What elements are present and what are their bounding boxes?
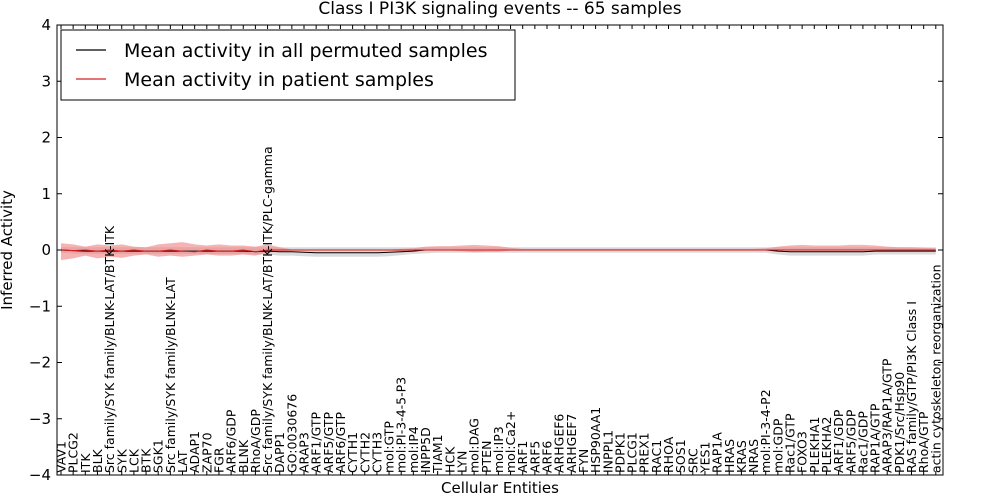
y-tick-label: 3 [41, 72, 51, 90]
x-entity-label: ARF1/GTP [309, 412, 324, 473]
x-entity-label: mol:PI-3-4-5-P3 [394, 377, 409, 473]
x-entity-label: Src family/SYK family/BLNK-LAT [163, 277, 178, 473]
x-entity-label: ARF1/GDP [831, 409, 846, 473]
x-entity-label: ARF5/GDP [843, 409, 858, 473]
x-entity-label: mol:PI-3-4-P2 [758, 389, 773, 473]
x-entity-label: ARF6/GTP [333, 412, 348, 473]
x-entity-label: PLEKHA2 [819, 416, 834, 473]
y-tick-label: 1 [41, 185, 51, 203]
x-entity-label: RhoA/GDP [248, 409, 263, 473]
x-entity-label: DAPP1 [272, 432, 287, 473]
x-entity-label: INPPL1 [600, 430, 615, 473]
x-entity-label: Rac1/GTP [783, 413, 798, 473]
x-entity-label: SRC [685, 448, 700, 473]
x-entity-label: ARF5 [527, 441, 542, 473]
y-tick-label: 0 [41, 241, 51, 259]
x-axis-label: Cellular Entities [441, 479, 559, 497]
x-entity-label: GO:0030676 [284, 394, 299, 473]
x-entity-label: Src family/SYK family/BLNK-LAT/BTK-ITK [102, 225, 117, 473]
x-entity-label: mol:IP4 [406, 426, 421, 473]
x-entity-label: RhoA/GTP [916, 411, 931, 473]
x-entity-label: CYTH2 [357, 432, 372, 473]
x-entity-label: SYK [114, 448, 129, 473]
x-entity-label: mol:Ca2+ [503, 411, 518, 473]
x-entity-label: ARF5/GTP [321, 412, 336, 473]
x-entity-label: ARAP3 [297, 432, 312, 473]
x-entity-label: ARAP3/RAP1A/GTP [880, 358, 895, 473]
x-entity-label: KRAS [734, 440, 749, 473]
x-entity-label: Src family/SYK family/BLNK-LAT/BTK-ITK/P… [260, 146, 275, 473]
x-entity-label: FOXO3 [795, 431, 810, 473]
band-patient [61, 242, 936, 261]
x-entity-label: LYN [454, 451, 469, 473]
x-entity-label: HRAS [722, 439, 737, 473]
x-entity-label: PREX1 [637, 432, 652, 473]
y-tick-label: 4 [41, 16, 51, 34]
x-entity-label: TIAM1 [430, 434, 445, 474]
x-entity-label: BTK [139, 448, 154, 473]
x-entity-label: mol:GDP [770, 418, 785, 473]
x-entity-label: ARHGEF6 [552, 414, 567, 473]
series-line-patient [60, 249, 936, 253]
x-entity-label: ARF1 [515, 441, 530, 473]
x-entity-label: RAP1A/GTP [868, 403, 883, 473]
x-entity-label: FGR [212, 447, 227, 473]
x-entity-label: RAS family/GTP/PI3K Class I [904, 301, 919, 473]
x-entity-label: CYTH3 [369, 432, 384, 473]
series-lines [60, 249, 936, 254]
x-entity-label: RAP1A [710, 432, 725, 473]
x-entity-label: YES1 [698, 442, 713, 474]
x-entity-label: mol:GTP [382, 421, 397, 473]
x-entity-label: ARF6 [540, 441, 555, 473]
x-entity-label: PDPK1 [612, 432, 627, 473]
x-entity-label: ADAP1 [187, 431, 202, 473]
x-entity-label: actin cytoskeleton reorganization [928, 264, 943, 473]
y-tick-label: −4 [29, 466, 51, 484]
y-tick-label: −2 [29, 354, 51, 372]
x-entity-label: FYN [576, 449, 591, 473]
x-entity-label: PTEN [479, 441, 494, 473]
x-entity-label: RHOA [661, 436, 676, 473]
x-entity-label: ARHGEF7 [564, 414, 579, 473]
x-entity-label: BLNK [236, 439, 251, 473]
y-tick-label: −3 [29, 410, 51, 428]
legend: Mean activity in all permuted samples Me… [60, 29, 516, 101]
x-entity-label: mol:IP3 [491, 426, 506, 473]
x-entity-label: ARF6/GDP [224, 409, 239, 473]
y-axis: 4 3 2 1 0 −1 −2 −3 −4 [29, 16, 943, 484]
x-entity-label: RAC1 [649, 440, 664, 473]
x-entity-label: CYTH1 [345, 432, 360, 473]
x-entity-label: VAV1 [54, 441, 69, 473]
y-axis-label: Inferred Activity [0, 190, 16, 310]
x-entity-label: ITK [78, 453, 93, 473]
chart-title: Class I PI3K signaling events -- 65 samp… [318, 0, 681, 19]
legend-label-patient: Mean activity in patient samples [124, 69, 434, 91]
x-entity-label: Rac1/GDP [855, 411, 870, 473]
y-tick-label: 2 [41, 129, 51, 147]
x-entity-label: PLCG1 [625, 432, 640, 473]
x-entity-label: BLK [90, 448, 105, 473]
y-tick-label: −1 [29, 297, 51, 315]
x-entity-label: SGK1 [151, 439, 166, 473]
x-entity-label: SOS1 [673, 439, 688, 473]
x-entity-label: LAT [175, 450, 190, 473]
x-entity-label: NRAS [746, 439, 761, 473]
x-entity-label: ZAP70 [199, 432, 214, 473]
x-entity-label: HCK [442, 446, 457, 473]
x-entity-label: INPP5D [418, 427, 433, 473]
x-entity-label: PLEKHA1 [807, 416, 822, 473]
legend-box [60, 29, 516, 101]
x-entity-label: LCK [126, 448, 141, 473]
x-entity-label: HSP90AA1 [588, 407, 603, 473]
x-entity-label: mol:DAG [467, 418, 482, 473]
legend-label-permuted: Mean activity in all permuted samples [124, 40, 487, 62]
x-entity-label: PLCG2 [66, 432, 81, 473]
x-entity-label: PDK1/Src/Hsp90 [892, 372, 907, 473]
